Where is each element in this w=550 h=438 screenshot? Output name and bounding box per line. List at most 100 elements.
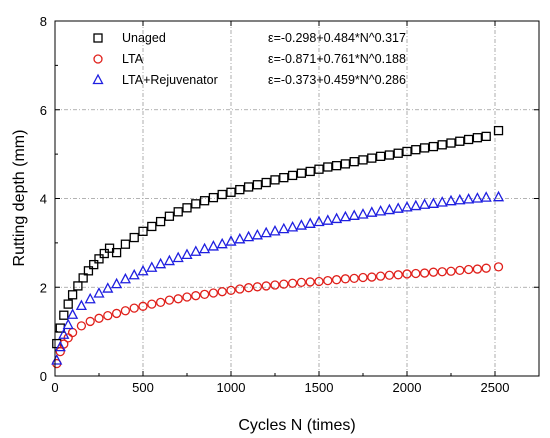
data-point [305,166,315,177]
data-point [111,308,122,319]
data-point [120,306,131,316]
legend-label-lta-rejuvenator: LTA+Rejuvenator [122,73,218,87]
legend-equation-unaged: ε=-0.298+0.484*N^0.317 [268,31,406,45]
data-point [463,192,475,204]
data-point [419,198,431,209]
legend-equation-lta: ε=-0.871+0.761*N^0.188 [268,52,406,66]
x-tick-label: 2500 [481,380,510,395]
data-point [279,279,289,289]
data-point [83,266,94,276]
data-point [120,239,131,249]
data-point [217,189,227,200]
data-point [251,228,263,240]
data-point [216,237,228,249]
x-tick-label: 500 [132,380,154,395]
data-point [55,346,65,357]
data-point [94,254,104,264]
data-point [481,131,491,142]
data-point [207,240,219,251]
data-point [235,184,245,195]
x-tick-label: 0 [51,380,58,395]
data-point [366,206,378,217]
data-point [164,295,175,305]
data-point [260,226,272,238]
data-point [383,203,395,215]
legend-marker-lta [93,54,103,64]
data-point [340,159,351,169]
data-point [278,222,290,234]
data-point [119,272,131,284]
data-point [445,194,457,206]
data-point [358,155,368,165]
data-point [190,245,202,256]
data-point [295,219,307,230]
data-point [181,248,193,260]
data-point [305,277,315,287]
data-point [411,268,421,279]
data-point [99,248,109,259]
legend: Unaged ε=-0.298+0.484*N^0.317 LTA ε=-0.871+… [92,31,406,87]
data-point [481,263,491,273]
data-point [89,259,99,270]
data-point [129,232,139,243]
data-point [243,230,255,242]
data-point [402,269,412,279]
data-point [392,202,404,213]
data-point [59,310,69,320]
data-point [62,318,74,330]
data-point [73,281,83,291]
data-point [138,301,148,311]
data-point [191,291,201,301]
data-point [67,290,78,300]
data-point [94,313,104,323]
data-point [164,211,175,221]
data-point [419,268,430,278]
data-point [358,272,368,283]
data-point [375,151,386,161]
data-point [173,294,183,304]
data-point [128,268,140,280]
data-point [331,161,342,171]
data-point [472,264,483,274]
data-point [455,136,465,146]
data-point [155,297,166,307]
data-point [67,308,79,319]
data-point [410,199,422,211]
data-point [304,217,316,228]
data-point [357,208,369,219]
data-point [252,180,263,190]
ticks: 0 500 1000 1500 2000 2500 0 2 4 6 8 [40,14,539,395]
data-point [199,242,211,254]
data-point [102,282,114,293]
y-axis-title: Rutting depth (mm) [11,130,28,267]
y-tick-label: 0 [40,369,47,384]
data-point [217,287,227,297]
data-point [147,299,157,309]
data-point [270,175,280,185]
data-point [375,271,386,281]
data-point [384,150,395,160]
data-point [446,138,456,148]
data-point [138,226,148,236]
data-point [111,277,123,289]
x-tick-label: 2000 [393,380,422,395]
y-tick-label: 4 [40,192,47,207]
data-point [58,328,70,339]
data-point [226,187,236,197]
data-point [340,274,351,284]
data-point [314,276,324,287]
data-point [367,272,377,282]
data-point [349,157,359,167]
y-tick-label: 8 [40,14,47,29]
data-point [428,267,439,277]
data-point [493,262,504,272]
data-point [93,287,105,298]
data-point [384,270,395,280]
data-point [323,275,333,286]
data-point [199,289,210,300]
data-point [331,212,343,224]
data-point [454,193,466,205]
data-point [331,275,342,285]
data-point [393,148,403,158]
